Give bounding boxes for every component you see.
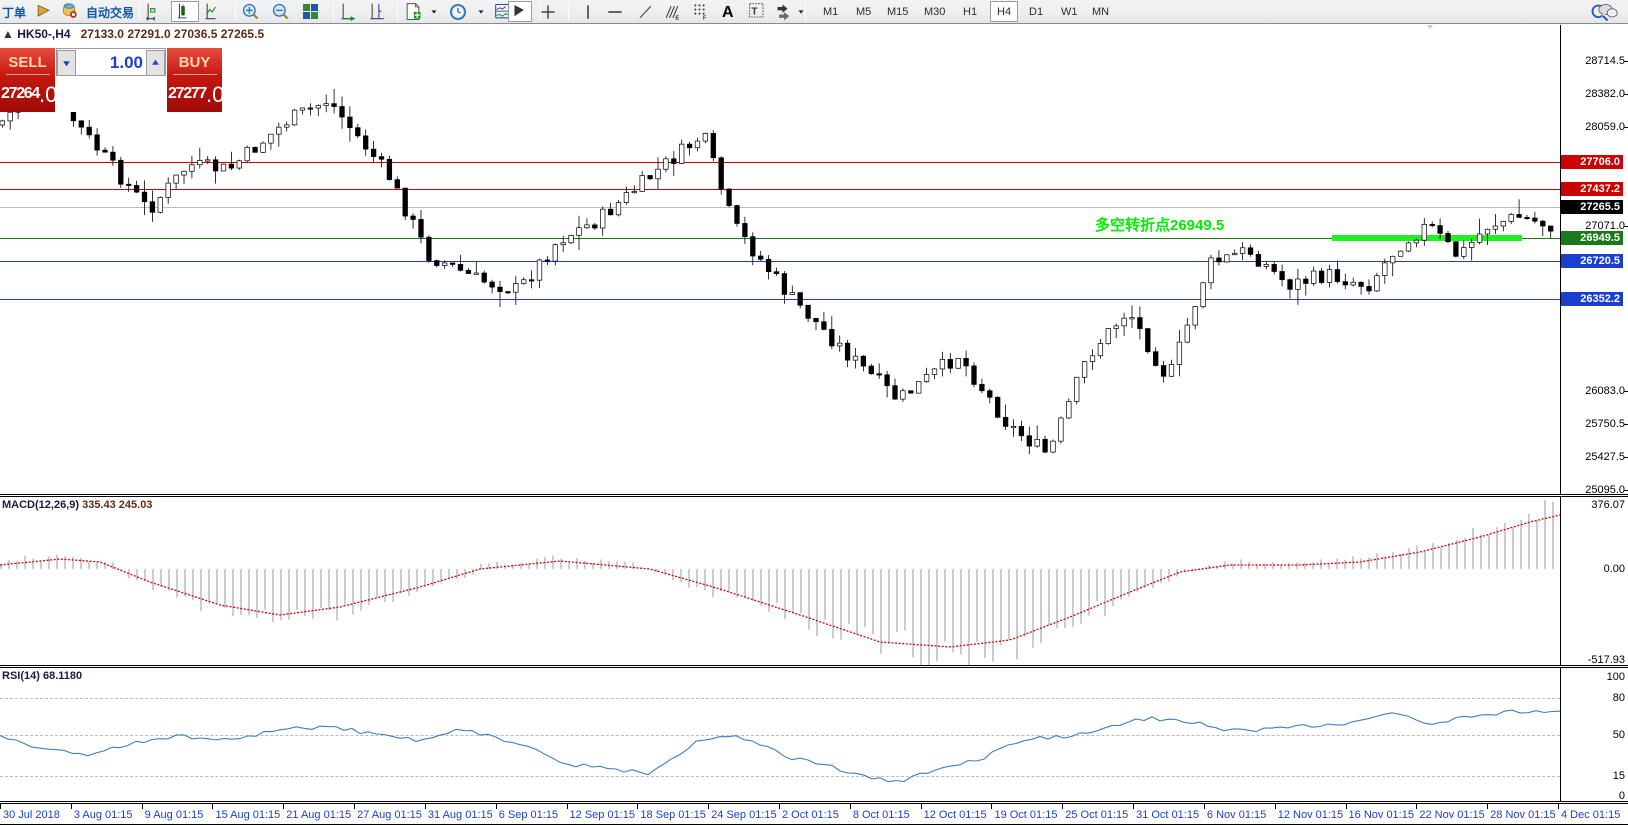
svg-text:F: F (703, 16, 707, 22)
svg-text:T: T (751, 7, 757, 18)
svg-text:E: E (675, 16, 679, 22)
